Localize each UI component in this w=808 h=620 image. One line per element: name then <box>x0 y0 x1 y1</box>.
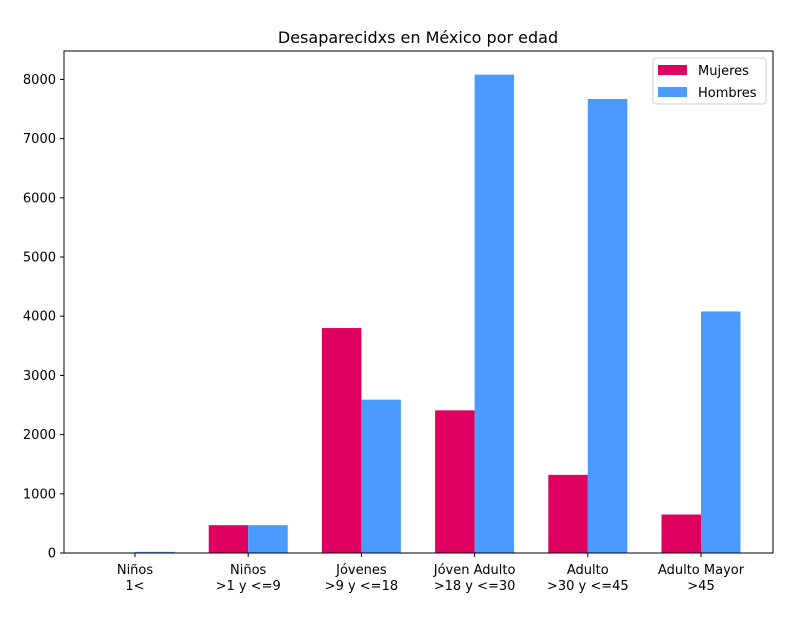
bar-mujeres-4 <box>548 475 588 553</box>
y-tick-label: 7000 <box>23 132 56 147</box>
y-tick-label: 8000 <box>23 73 56 88</box>
x-tick-label: Jóvenes <box>335 563 387 578</box>
bar-mujeres-1 <box>209 525 249 553</box>
bar-mujeres-2 <box>322 328 362 553</box>
y-tick-label: 3000 <box>23 369 56 384</box>
x-tick-label: Adulto <box>567 563 609 578</box>
y-tick-label: 0 <box>48 547 56 562</box>
x-tick-label: >9 y <=18 <box>325 579 398 594</box>
x-tick-label: Niños <box>230 563 267 578</box>
x-tick-label: Jóven Adulto <box>433 563 516 578</box>
x-tick-label: 1< <box>125 579 144 594</box>
x-tick-label: >30 y <=45 <box>547 579 629 594</box>
legend: Mujeres Hombres <box>653 58 766 104</box>
bar-hombres-4 <box>588 99 628 553</box>
y-tick-label: 4000 <box>23 310 56 325</box>
x-tick-label: Niños <box>117 563 154 578</box>
legend-label-hombres: Hombres <box>698 86 757 101</box>
bar-hombres-2 <box>361 400 401 553</box>
chart-title: Desaparecidxs en México por edad <box>278 28 558 47</box>
y-tick-label: 1000 <box>23 487 56 502</box>
bar-mujeres-5 <box>662 515 702 553</box>
bar-hombres-5 <box>701 311 741 553</box>
x-tick-label: >1 y <=9 <box>216 579 281 594</box>
y-tick-label: 6000 <box>23 191 56 206</box>
legend-label-mujeres: Mujeres <box>698 64 749 79</box>
bar-hombres-3 <box>475 75 514 553</box>
bar-mujeres-3 <box>435 410 475 553</box>
legend-swatch-hombres <box>658 87 687 97</box>
legend-swatch-mujeres <box>658 65 687 75</box>
y-tick-label: 2000 <box>23 428 56 443</box>
x-tick-label: >18 y <=30 <box>434 579 516 594</box>
x-tick-label: >45 <box>687 579 714 594</box>
x-tick-label: Adulto Mayor <box>658 563 745 578</box>
y-tick-label: 5000 <box>23 251 56 266</box>
bar-hombres-1 <box>248 525 288 553</box>
